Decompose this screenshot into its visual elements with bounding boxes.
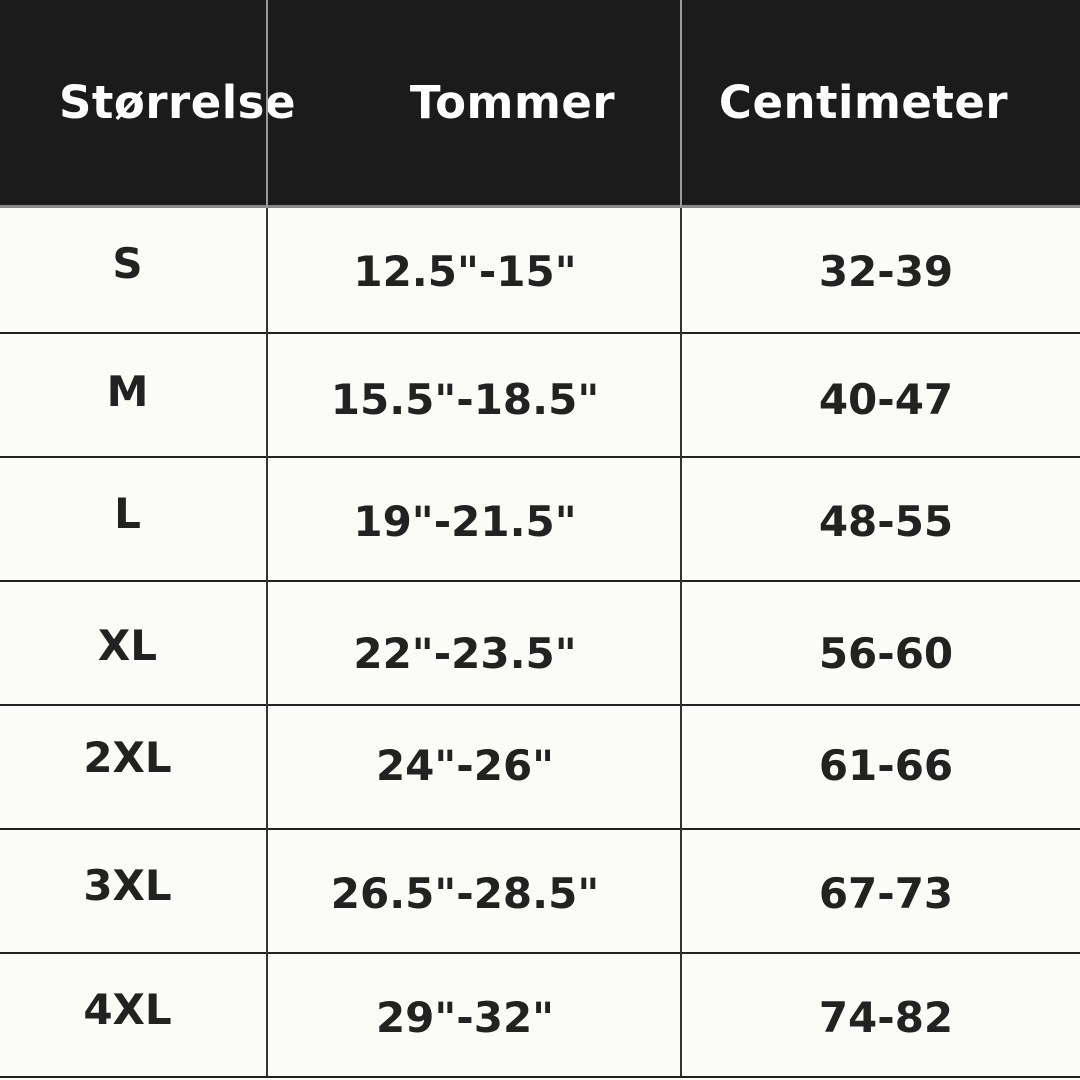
- centimeters-cell: 61-66: [818, 740, 954, 790]
- inches-cell: 19"-21.5": [353, 496, 577, 546]
- header-centimeters: Centimeter: [718, 76, 1009, 129]
- header-inches: Tommer: [409, 76, 616, 129]
- size-cell: 2XL: [83, 732, 172, 782]
- table-header: Størrelse Tommer Centimeter: [0, 0, 1080, 208]
- header-divider: [680, 0, 682, 208]
- size-cell: M: [106, 366, 149, 416]
- size-cell: 4XL: [83, 984, 172, 1034]
- header-divider: [266, 0, 268, 208]
- centimeters-cell: 67-73: [818, 868, 954, 918]
- table-row: M 15.5"-18.5" 40-47: [0, 334, 1080, 458]
- table-row: L 19"-21.5" 48-55: [0, 458, 1080, 582]
- size-cell: 3XL: [83, 860, 172, 910]
- centimeters-cell: 48-55: [818, 496, 954, 546]
- centimeters-cell: 32-39: [818, 246, 954, 296]
- centimeters-cell: 74-82: [818, 992, 954, 1042]
- table-row: 4XL 29"-32" 74-82: [0, 954, 1080, 1078]
- table-row: S 12.5"-15" 32-39: [0, 210, 1080, 334]
- table-row: 3XL 26.5"-28.5" 67-73: [0, 830, 1080, 954]
- centimeters-cell: 40-47: [818, 374, 954, 424]
- inches-cell: 29"-32": [375, 992, 555, 1042]
- size-cell: XL: [97, 620, 158, 670]
- inches-cell: 12.5"-15": [353, 246, 577, 296]
- size-cell: L: [114, 488, 141, 538]
- column-divider: [680, 208, 682, 1076]
- inches-cell: 15.5"-18.5": [330, 374, 600, 424]
- inches-cell: 26.5"-28.5": [330, 868, 600, 918]
- inches-cell: 22"-23.5": [353, 628, 577, 678]
- column-divider: [266, 208, 268, 1076]
- centimeters-cell: 56-60: [818, 628, 954, 678]
- table-row: 2XL 24"-26" 61-66: [0, 706, 1080, 830]
- size-cell: S: [112, 238, 143, 288]
- inches-cell: 24"-26": [375, 740, 555, 790]
- header-size: Størrelse: [59, 76, 296, 129]
- table-row: XL 22"-23.5" 56-60: [0, 582, 1080, 706]
